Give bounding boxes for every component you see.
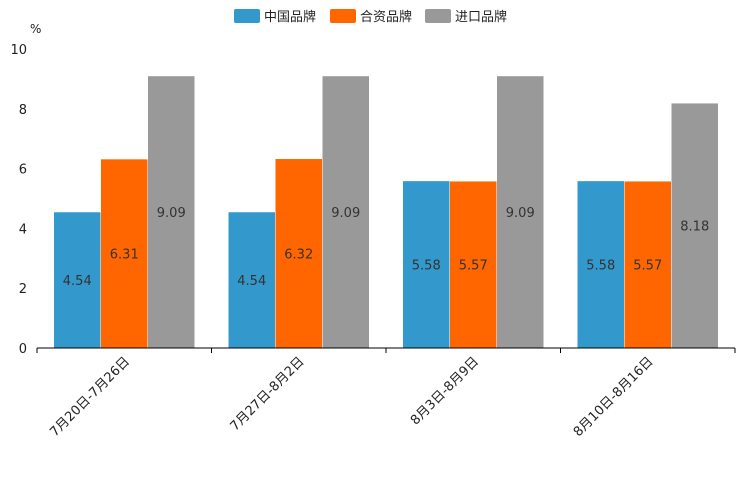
y-axis-unit-label: % xyxy=(30,22,41,36)
bar-2-4[interactable] xyxy=(624,181,672,348)
data-label-3-1: 9.09 xyxy=(157,206,186,221)
x-axis: 7月20日-7月26日 7月27日-8月2日 8月3日-8月9日 8月10日-8月16… xyxy=(36,347,736,440)
legend-label-3[interactable]: 进口品牌 xyxy=(455,9,507,25)
bar-1-4[interactable] xyxy=(577,181,625,348)
legend-label-1[interactable]: 中国品牌 xyxy=(264,9,316,25)
x-category-label-2: 7月27日-8月2日 xyxy=(228,354,308,434)
x-category-label-4: 8月10日-8月16日 xyxy=(571,354,657,440)
data-label-1-3: 5.58 xyxy=(412,259,441,274)
legend-label-2[interactable]: 合资品牌 xyxy=(360,9,412,25)
legend-swatch-1[interactable] xyxy=(234,9,260,23)
legend-swatch-3[interactable] xyxy=(425,9,451,23)
x-category-label-1: 7月20日-7月26日 xyxy=(47,354,133,440)
bar-2-2[interactable] xyxy=(275,159,323,348)
y-tick-label-8: 8 xyxy=(19,103,27,118)
data-label-1-1: 4.54 xyxy=(63,274,92,289)
bar-2-3[interactable] xyxy=(450,181,497,348)
y-tick-label-4: 4 xyxy=(19,222,27,237)
y-tick-label-2: 2 xyxy=(19,282,27,297)
legend: 中国品牌 合资品牌 进口品牌 xyxy=(234,9,507,25)
y-tick-label-6: 6 xyxy=(19,163,27,178)
bar-3-4[interactable] xyxy=(671,103,719,348)
y-axis: 0 2 4 6 8 10 xyxy=(10,43,27,357)
bar-1-3[interactable] xyxy=(403,181,450,348)
data-label-3-3: 9.09 xyxy=(506,206,535,221)
data-label-2-4: 5.57 xyxy=(633,259,662,274)
data-label-1-2: 4.54 xyxy=(237,274,266,289)
bar-1-1[interactable] xyxy=(54,212,101,348)
data-label-3-4: 8.18 xyxy=(680,220,709,235)
data-label-2-2: 6.32 xyxy=(284,248,313,263)
y-tick-label-10: 10 xyxy=(10,43,27,58)
bar-3-1[interactable] xyxy=(148,76,195,349)
data-label-3-2: 9.09 xyxy=(331,206,360,221)
bars: 4.54 6.31 9.09 4.54 6.32 9.09 5.58 5.57 9.09 5.58… xyxy=(54,76,719,349)
bar-3-2[interactable] xyxy=(322,76,370,349)
bar-1-2[interactable] xyxy=(228,212,276,348)
data-label-2-3: 5.57 xyxy=(459,259,488,274)
y-tick-label-0: 0 xyxy=(19,342,27,357)
data-label-2-1: 6.31 xyxy=(110,248,139,263)
x-category-label-3: 8月3日-8月9日 xyxy=(408,354,482,428)
data-label-1-4: 5.58 xyxy=(586,259,615,274)
bar-3-3[interactable] xyxy=(497,76,544,349)
bar-2-1[interactable] xyxy=(101,159,148,348)
legend-swatch-2[interactable] xyxy=(330,9,356,23)
